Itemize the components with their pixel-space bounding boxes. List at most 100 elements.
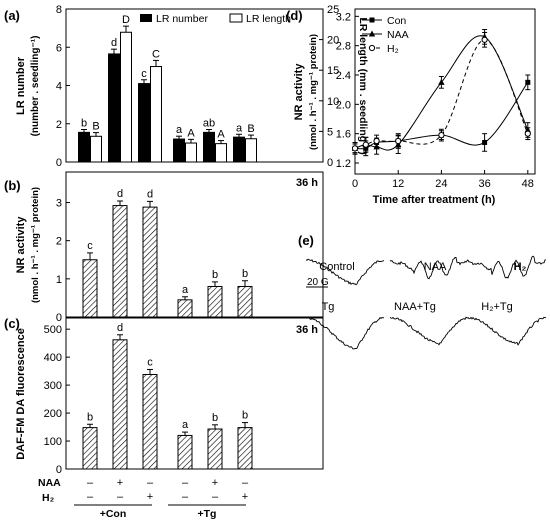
panel-e: (e) Control NAA H₂ Tg NAA+Tg H₂+Tg 20 G [298,233,547,350]
d-point-2-3 [395,137,402,145]
panel-a-ylabel-left: LR number [15,56,27,115]
b-bar-5 [237,285,253,318]
c-y-tick-label-4: 400 [44,352,62,364]
a-bar-lr-length-0 [90,135,102,163]
a-yleft-tick-label-4: 8 [56,4,62,16]
c-letter-2: c [147,356,153,368]
a-letter-1-4: A [217,129,225,141]
panel-a-tag: (a) [4,8,20,23]
b-letter-0: c [87,240,93,252]
group-label-con: +Con [100,508,127,520]
d-xtick-label-3: 36 [478,178,490,190]
a-letter-0-2: c [141,68,147,80]
a-bar-lr-number-2 [138,83,150,163]
panel-a-ylabel-left-unit: (number . seedling⁻¹) [30,36,41,137]
b-bar-1 [112,205,128,318]
panel-c-time-label: 36 h [296,324,318,336]
d-ytick-label-2: 2.0 [336,99,351,111]
epr-trace-5 [467,316,547,346]
epr-trace-2 [467,255,547,279]
panel-c: (c) 36 h DAF-FM DA fluorescence 0 100 200 3… [4,316,324,476]
c-y-tick-label-5: 500 [44,324,62,336]
b-y-tick-label-3: 3 [56,198,62,210]
panel-d-ylabel-unit: (nmol . h⁻¹ . mg⁻¹ protein) [308,34,319,150]
a-yright-tick-label-4: 20 [327,35,339,47]
epr-label-0: Control [319,261,354,273]
a-yleft-tick-label-3: 6 [56,42,62,54]
d-xtick-label-2: 24 [435,178,447,190]
b-y-tick-label-0: 0 [56,312,62,324]
panel-b-frame [65,171,324,318]
a-yleft-tick-label-0: 0 [56,157,62,169]
panel-d: (d) NR activity (nmol . h⁻¹ . mg⁻¹ prote… [286,8,536,206]
d-xtick-label-1: 12 [392,178,404,190]
epr-label-2: H₂ [514,261,527,273]
a-letter-0-3: a [176,124,183,136]
c-letter-5: b [242,410,248,422]
group-label-tg: +Tg [198,508,217,520]
panel-d-tag: (d) [286,8,303,23]
d-ytick-label-0: 1.2 [336,158,351,170]
treatment-signs: – + – – + – – – + – – + [87,477,249,503]
c-y-tick-label-1: 100 [44,436,62,448]
legend-label-lr-length: LR length [246,13,291,25]
c-letter-3: a [182,419,189,431]
d-legend-label-2: H₂ [387,43,399,55]
panel-e-spectra: Control NAA H₂ Tg NAA+Tg H₂+Tg [305,255,547,350]
panel-b-axes: 0 1 2 3 [56,198,70,324]
d-ytick-label-3: 2.4 [336,70,351,82]
a-bar-lr-number-3 [173,138,185,163]
naa-sign-5: – [242,477,249,489]
panel-d-legend: Con NAA H₂ [362,15,409,55]
epr-trace-3 [305,316,385,350]
epr-label-4: NAA+Tg [394,301,436,313]
panel-a-axes: 0 2 4 6 8 0 5 10 15 20 25 [56,4,339,169]
d-point-2-2 [373,137,380,145]
h2-sign-5: + [242,491,248,503]
c-bar-2 [142,373,158,470]
treatment-table: NAA H₂ +Con +Tg – + – – + – – – + – – + [38,477,249,520]
panel-c-tag: (c) [4,316,20,331]
d-point-1-4 [438,78,445,85]
b-letter-5: b [242,268,248,280]
d-point-2-1 [362,141,369,148]
d-ytick-label-5: 3.2 [336,11,351,23]
a-yright-tick-label-1: 5 [327,126,333,138]
c-letter-1: d [117,322,123,334]
panel-a-legend: LR number LR length [140,13,291,25]
panel-c-axes: 0 100 200 300 400 500 [44,324,70,476]
a-bar-lr-number-1 [108,53,120,163]
b-letter-2: d [147,188,153,200]
a-letter-1-1: D [122,14,130,26]
b-y-tick-label-2: 2 [56,236,62,248]
b-y-tick-label-1: 1 [56,274,62,286]
a-yright-tick-label-3: 15 [327,65,339,77]
legend-swatch-lr-length [229,13,243,23]
a-yleft-tick-label-2: 4 [56,81,62,93]
a-letter-0-4: ab [203,117,215,129]
h2-sign-0: – [87,491,94,503]
panel-b-marks: c d d a b b [82,188,253,318]
c-y-tick-label-0: 0 [56,464,62,476]
c-y-tick-label-2: 200 [44,408,62,420]
a-bar-lr-number-0 [78,131,90,163]
d-ytick-label-4: 2.8 [336,41,351,53]
panel-d-xlabel: Time after treatment (h) [373,194,496,206]
a-letter-1-3: A [187,127,195,139]
h2-sign-4: – [212,491,219,503]
scale-bar-label: 20 G [307,277,329,288]
b-bar-0 [82,259,98,318]
naa-sign-2: – [147,477,154,489]
naa-sign-4: + [212,477,218,489]
naa-sign-3: – [182,477,189,489]
a-letter-1-0: B [92,121,99,133]
d-xtick-label-0: 0 [352,178,358,190]
d-xtick-label-4: 48 [522,178,534,190]
a-yright-tick-label-5: 25 [327,4,339,16]
treatment-row-label-naa: NAA [38,477,61,489]
a-bar-lr-number-5 [233,136,245,163]
a-bar-lr-number-4 [203,131,215,163]
d-point-2-5 [481,36,488,43]
panel-a-ylabel-right: LR length (mm . seedling⁻¹) [357,17,369,154]
